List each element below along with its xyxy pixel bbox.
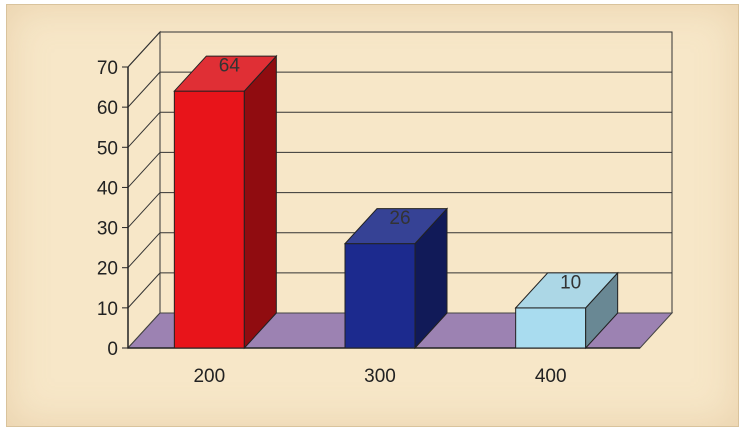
bar-top-face (343, 208, 449, 245)
y-tick-label: 0 (107, 339, 118, 360)
bar-300 (343, 207, 449, 350)
labels: 0 10 20 30 40 50 60 70 64 200 26 300 10 400 (97, 56, 581, 387)
y-tick-label: 20 (97, 259, 118, 280)
y-tick-label: 50 (97, 138, 118, 159)
side-gridline (127, 71, 161, 108)
side-gridline (127, 111, 161, 148)
y-tick-label: 30 (97, 219, 118, 240)
data-label: 10 (560, 272, 581, 293)
side-gridline (127, 192, 161, 228)
y-tick-label: 40 (97, 178, 118, 199)
bar-200 (173, 54, 278, 350)
bar-front-face (173, 90, 245, 349)
bars (173, 54, 619, 350)
side-gridline (127, 232, 161, 269)
data-label: 64 (219, 56, 241, 77)
x-tick-label: 300 (364, 366, 396, 387)
y-tick-label: 10 (97, 299, 118, 320)
bar-400 (514, 271, 619, 350)
data-label: 26 (389, 208, 410, 229)
y-tick-label: 60 (97, 98, 118, 119)
side-gridline (127, 31, 161, 68)
bar-side-face (243, 54, 277, 350)
bar-front-face (515, 307, 587, 349)
side-wall (127, 30, 161, 350)
bar-top-face (514, 272, 619, 309)
x-tick-label: 400 (535, 366, 567, 387)
bar-front-face (344, 243, 416, 349)
side-gridline (127, 152, 161, 188)
x-tick-label: 200 (193, 366, 225, 387)
y-tick-label: 70 (97, 58, 118, 79)
side-gridline (127, 272, 161, 309)
bar-top-face (173, 55, 278, 92)
